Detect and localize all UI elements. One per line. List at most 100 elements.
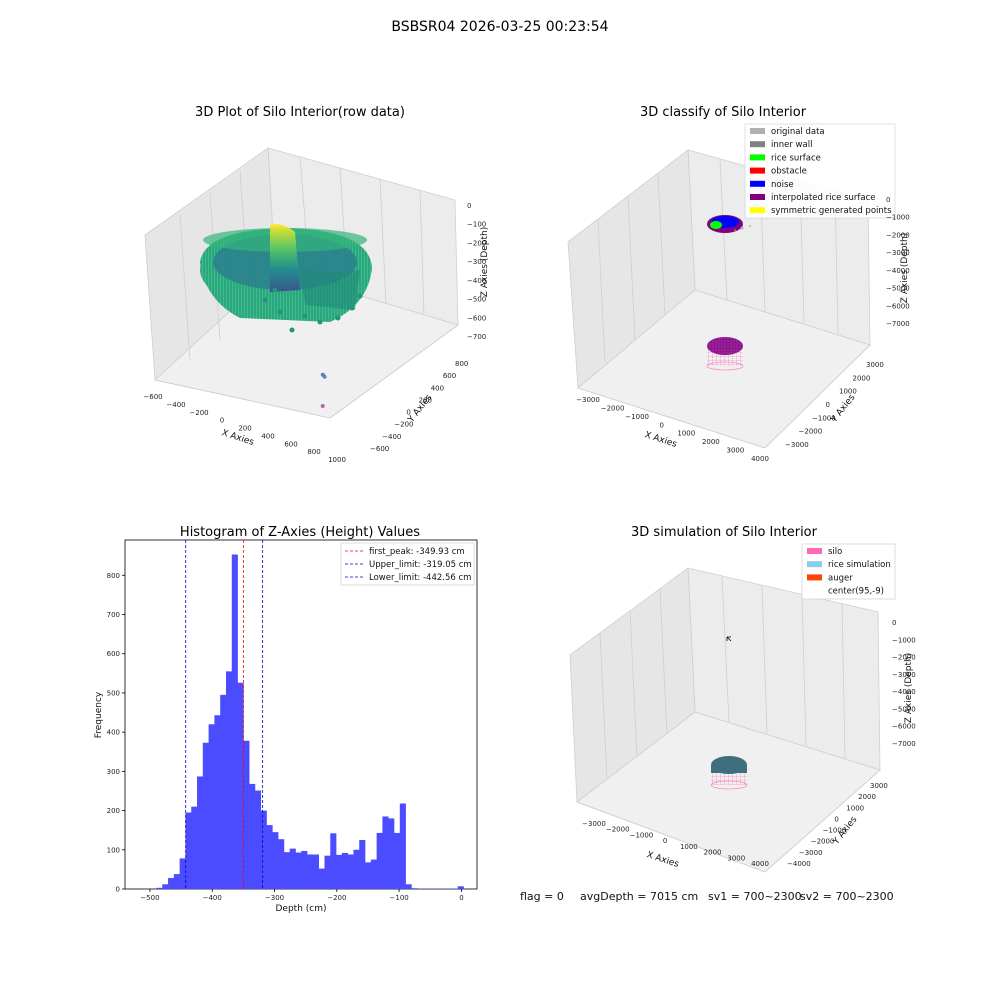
x-tick-label: 1000 (677, 430, 695, 438)
y-tick-label: −2000 (811, 838, 835, 846)
histogram-bar (278, 839, 285, 889)
y-tick-label: 3000 (870, 782, 888, 790)
classify-x-label: X Axies (643, 430, 678, 450)
raw-lower-points (262, 287, 363, 333)
legend-label: interpolated rice surface (771, 193, 876, 203)
histogram-bar (359, 839, 366, 889)
histogram-x-label: Depth (cm) (275, 904, 326, 914)
legend-swatch (750, 154, 765, 161)
histogram-bar (191, 806, 198, 889)
histogram-bar (394, 832, 401, 889)
histogram-bar (179, 858, 186, 889)
x-tick-label: 2000 (704, 849, 722, 857)
histogram-bar (243, 740, 250, 889)
histogram-bar (237, 682, 244, 889)
y-tick-label: 400 (107, 729, 120, 737)
histogram-bar (365, 862, 372, 889)
legend-swatch (807, 548, 822, 554)
classify-z-ticks: 0 −1000 −2000 −3000 −4000 −5000 −6000 −7000 (886, 196, 910, 328)
footer-sv2: sv2 = 700~2300 (800, 890, 894, 903)
x-tick-label: 0 (663, 837, 667, 845)
x-tick-label: 600 (284, 440, 297, 448)
histogram-bar (341, 852, 348, 889)
histogram-bar (249, 783, 256, 889)
x-tick-label: −400 (166, 401, 185, 409)
y-tick-label: 1000 (839, 388, 857, 396)
classify-x-ticks: −3000−2000−1000 0 1000 2000 3000 4000 (576, 396, 769, 463)
z-tick-label: −6000 (892, 723, 916, 731)
simulation-silo-cylinder (710, 756, 748, 790)
legend-label: rice surface (771, 153, 821, 163)
legend-label: silo (828, 547, 842, 557)
x-tick-label: 1000 (328, 456, 346, 464)
z-tick-label: −5000 (886, 285, 910, 293)
histogram-bar (295, 852, 302, 889)
x-tick-label: −600 (143, 393, 162, 401)
y-tick-label: −400 (382, 433, 401, 441)
z-tick-label: −1000 (886, 214, 910, 222)
z-tick-label: −2000 (886, 231, 910, 239)
x-tick-label: −2000 (606, 826, 630, 834)
classify-legend: original data inner wall rice surface obsta… (744, 123, 896, 219)
histogram-bar (318, 868, 325, 889)
legend-swatch (750, 207, 765, 214)
classify-y-ticks: −3000 −2000 −1000 0 1000 2000 3000 (785, 361, 884, 449)
z-tick-label: −7000 (892, 740, 916, 748)
y-tick-label: 2000 (858, 793, 876, 801)
x-tick-label: 0 (659, 421, 663, 429)
classify-z-label: Z Axies (Depth) (900, 233, 910, 304)
histogram-bar (312, 854, 319, 889)
y-tick-label: 800 (107, 572, 120, 580)
y-tick-label: −4000 (787, 860, 811, 868)
x-tick-label: −3000 (576, 396, 600, 404)
footer-sv1: sv1 = 700~2300 (708, 890, 802, 903)
z-tick-label: −500 (467, 296, 486, 304)
raw-y-ticks: −600 −400 −200 0 200 400 600 800 (370, 360, 468, 453)
simulation-legend: silo rice simulation auger center(95,-9) (801, 543, 896, 600)
panel-classify: 3D classify of Silo Interior (567, 105, 910, 463)
raw-scatter-cloud (200, 224, 372, 333)
histogram-bars (156, 554, 464, 889)
chart-title-raw: 3D Plot of Silo Interior(row data) (195, 105, 405, 120)
footer-flag: flag = 0 (520, 890, 564, 903)
histogram-bar (197, 776, 204, 889)
z-tick-label: −100 (467, 221, 486, 229)
z-tick-label: 0 (892, 619, 896, 627)
z-tick-label: −4000 (886, 267, 910, 275)
histogram-bar (301, 850, 308, 889)
raw-outlier-point (320, 372, 325, 377)
legend-swatch (750, 141, 765, 148)
histogram-y-label: Frequency (94, 691, 104, 738)
chart-title-simulation: 3D simulation of Silo Interior (631, 525, 818, 540)
histogram-bar (330, 833, 337, 889)
footer-avg-depth: avgDepth = 7015 cm (580, 890, 698, 903)
x-tick-label: −1000 (630, 831, 654, 839)
raw-z-label: Z Axies (Depth) (480, 227, 490, 298)
histogram-bar (307, 854, 314, 889)
x-tick-label: −100 (390, 894, 409, 902)
x-tick-label: 4000 (751, 860, 769, 868)
legend-label: original data (771, 127, 825, 137)
x-tick-label: 200 (238, 425, 251, 433)
legend-label: noise (771, 180, 794, 190)
histogram-bar (399, 803, 406, 889)
z-tick-label: −7000 (886, 320, 910, 328)
y-tick-label: 700 (107, 611, 120, 619)
x-tick-label: 0 (459, 894, 463, 902)
histogram-bar (156, 887, 163, 889)
histogram-bar (283, 852, 291, 889)
y-tick-label: −1000 (823, 827, 847, 835)
x-tick-label: 800 (307, 448, 320, 456)
histogram-bar (220, 694, 227, 889)
x-tick-label: −200 (327, 894, 346, 902)
raw-z-ticks: 0 −100 −200 −300 −400 −500 −600 −700 (467, 202, 486, 341)
legend-label: inner wall (771, 140, 812, 150)
y-tick-label: 3000 (866, 361, 884, 369)
histogram-bar (272, 832, 279, 889)
histogram-bar (347, 854, 354, 889)
x-tick-label: −400 (203, 894, 222, 902)
z-tick-label: −6000 (886, 302, 910, 310)
histogram-bar (353, 849, 360, 889)
x-tick-label: −200 (189, 409, 208, 417)
classify-axes-box (567, 149, 871, 449)
